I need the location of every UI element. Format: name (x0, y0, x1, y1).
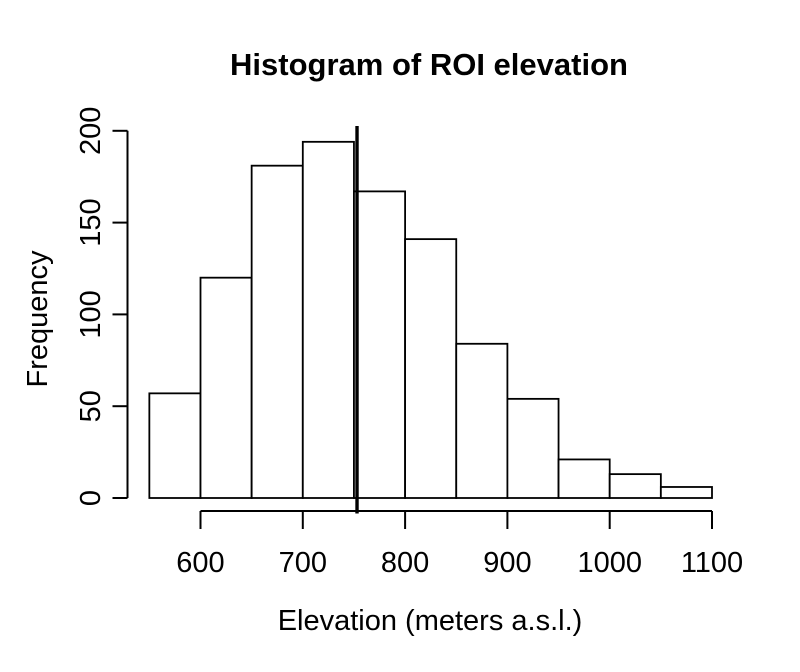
histogram-bar (506, 397, 560, 499)
histogram-bar (608, 473, 662, 499)
x-axis-title: Elevation (meters a.s.l.) (278, 605, 583, 637)
y-tick-label: 200 (75, 107, 107, 155)
x-tick-label: 1100 (681, 547, 743, 579)
x-axis: 600 700 800 900 1000 1100 (176, 510, 743, 579)
histogram-bar (250, 164, 304, 499)
histogram-bar (404, 238, 458, 499)
x-tick-label: 1000 (577, 547, 642, 579)
plot-title: Histogram of ROI elevation (230, 47, 628, 82)
y-tick-label: 100 (75, 290, 107, 338)
x-tick-label: 900 (483, 547, 531, 579)
y-axis-title: Frequency (22, 250, 54, 388)
y-axis: 0 50 100 150 200 (75, 107, 129, 506)
histogram-bar (199, 276, 253, 499)
histogram-bar (301, 140, 355, 499)
histogram-bar (353, 190, 407, 499)
y-tick-label: 50 (75, 390, 107, 422)
x-tick-label: 700 (279, 547, 327, 579)
y-tick-label: 0 (75, 490, 107, 506)
histogram-bar (148, 392, 202, 499)
histogram-bar (455, 342, 509, 499)
y-tick-label: 150 (75, 198, 107, 246)
histogram-bars (148, 140, 713, 499)
x-tick-label: 600 (176, 547, 224, 579)
histogram-bar (557, 458, 611, 499)
x-tick-label: 800 (381, 547, 429, 579)
histogram-bar (659, 486, 713, 499)
